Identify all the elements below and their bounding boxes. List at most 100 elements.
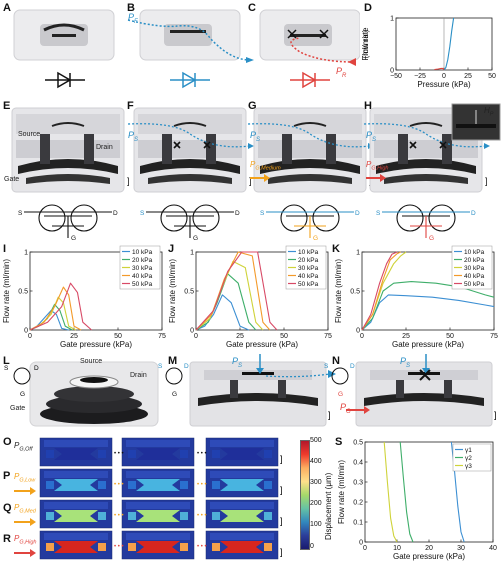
- y-tick-label: 0: [356, 328, 360, 335]
- ellipsis-dots: • • •: [114, 544, 124, 550]
- panel-label-i: I: [3, 243, 7, 255]
- label-s: S: [376, 210, 381, 217]
- colorbar-tick: 300: [310, 479, 322, 486]
- fem-side: [98, 450, 106, 458]
- label-d: D: [471, 210, 476, 217]
- fem-side: [128, 450, 136, 458]
- label-ps-h: PS: [366, 130, 377, 143]
- gate-membrane-lower: [148, 174, 232, 184]
- label-s: S: [158, 363, 163, 370]
- label-d: D: [355, 210, 360, 217]
- y-tick-label: 0: [190, 328, 194, 335]
- diode-icon-blue: [170, 71, 210, 89]
- label-d: D: [34, 365, 39, 372]
- label-pg-low: PG,Low: [14, 472, 36, 484]
- fem-displacement-maps: • • • • • •] • • • • • •] • • • • • •] • • • • …: [14, 437, 283, 560]
- panel-label-l: L: [3, 355, 10, 367]
- blocked-x-icon: [287, 29, 297, 39]
- arrow-icon: [380, 174, 386, 182]
- bracket: ]: [494, 410, 497, 420]
- panel-label-o: O: [3, 436, 12, 448]
- transistor-pair-icon: S D G: [376, 204, 476, 242]
- panel-label-g: G: [248, 100, 257, 112]
- transistor-device: ]: [247, 107, 374, 193]
- blocked-x-icon: [173, 141, 181, 149]
- diode-icon-red: [290, 71, 330, 89]
- transistor-circle: [396, 204, 424, 232]
- fem-top: [210, 533, 274, 540]
- source-hole: [80, 377, 108, 383]
- transistor-pair-icon: S D G: [140, 204, 240, 242]
- fem-side: [46, 481, 54, 489]
- fem-map: [39, 530, 113, 560]
- bracket: ]: [280, 547, 283, 557]
- legend-label: 40 kPa: [132, 273, 153, 280]
- fem-core: [54, 448, 98, 460]
- colorbar-tick: 200: [310, 500, 322, 507]
- series-line-4: [361, 251, 401, 331]
- fem-side: [180, 543, 188, 551]
- arrow-icon: [422, 368, 430, 374]
- fem-map: [205, 499, 279, 529]
- bracket: ]: [328, 410, 331, 420]
- label-source: Source: [18, 131, 41, 138]
- y-axis-label: (ml/min): [362, 29, 370, 58]
- gate-membrane-lower: [384, 174, 468, 184]
- transistor-circle: [38, 204, 66, 232]
- label-ps-m: PS: [232, 356, 243, 369]
- colorbar-tick: 100: [310, 521, 322, 528]
- x-tick-label: 75: [324, 333, 332, 340]
- legend-label: 40 kPa: [298, 273, 319, 280]
- x-tick-label: 50: [488, 73, 496, 80]
- pillar: [396, 380, 404, 398]
- transistor-icon: [165, 367, 183, 385]
- pillar: [326, 134, 336, 164]
- fem-core: [54, 479, 98, 491]
- fem-core: [220, 510, 264, 522]
- fem-side: [180, 481, 188, 489]
- valve-flap: [51, 122, 85, 127]
- colorbar-tick: 400: [310, 458, 322, 465]
- arrow-icon: [30, 487, 36, 495]
- inset-membrane: [456, 124, 496, 128]
- colorbar-tick: 500: [310, 437, 322, 444]
- series-line-3: [383, 441, 398, 543]
- fem-top: [126, 533, 190, 540]
- arrow-icon: [364, 406, 370, 414]
- ellipsis-dots: • • •: [197, 544, 207, 550]
- valve-flap: [409, 122, 443, 127]
- fem-side: [212, 543, 220, 551]
- x-tick-label: 75: [490, 333, 498, 340]
- legend-label: 40 kPa: [464, 273, 485, 280]
- fem-side: [212, 481, 220, 489]
- panel-label-h: H: [364, 100, 372, 112]
- x-axis-label: Gate pressure (kPa): [226, 340, 298, 349]
- transistor-device: ]: [11, 107, 130, 193]
- pillar: [206, 134, 216, 164]
- legend-label: γ1: [465, 447, 472, 454]
- x-tick-label: 50: [446, 333, 454, 340]
- label-g: G: [338, 391, 343, 398]
- series-line-4: [29, 286, 82, 331]
- x-axis-label: Gate pressure (kPa): [392, 340, 464, 349]
- label-g: G: [313, 235, 318, 242]
- label-pg-med: PG,Med: [14, 503, 36, 515]
- pillar: [398, 134, 408, 164]
- y-axis-label: Flow rate (ml/min): [2, 259, 11, 323]
- x-tick-label: 20: [425, 545, 433, 552]
- transistor-icon: [13, 367, 31, 385]
- ellipsis-dots: • • •: [197, 513, 207, 519]
- x-tick-label: 0: [363, 545, 367, 552]
- label-s: S: [260, 210, 265, 217]
- transistor-circle: [160, 204, 188, 232]
- blocked-x-icon: [419, 369, 431, 381]
- chart-s: 0 10 20 30 40 0 0.1 0.2 0.3 0.4 0.5 Gate pressure (…: [337, 440, 497, 562]
- ellipsis-dots: • • •: [197, 482, 207, 488]
- valve-device-a: [13, 9, 115, 61]
- fem-map: [39, 499, 113, 529]
- fem-core: [220, 479, 264, 491]
- x-tick-label: 10: [393, 545, 401, 552]
- panel-label-m: M: [168, 355, 178, 367]
- transistor-circle: [70, 204, 98, 232]
- x-axis-label: Pressure (kPa): [417, 80, 471, 89]
